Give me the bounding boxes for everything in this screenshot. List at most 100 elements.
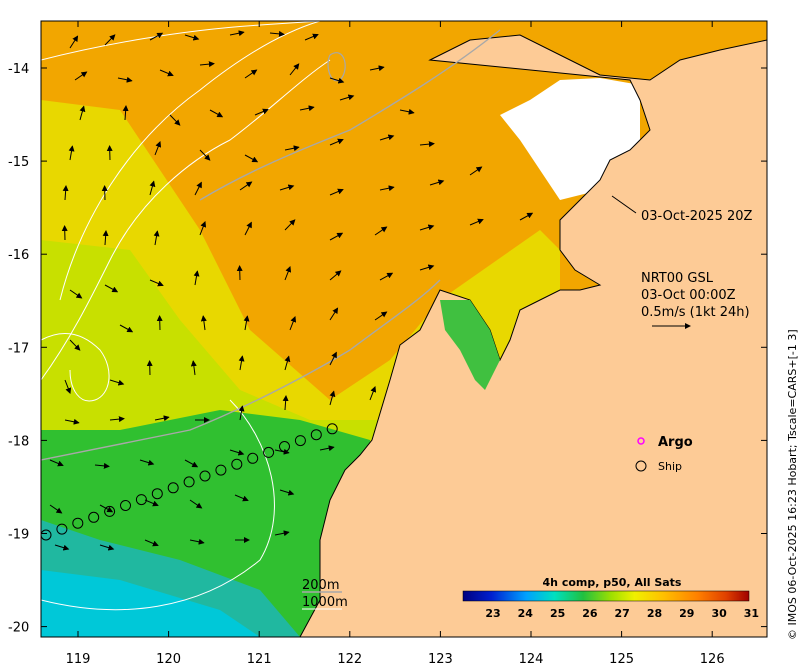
current-arrow bbox=[144, 499, 159, 507]
lat-tick-label: -19 bbox=[8, 528, 29, 543]
current-arrow bbox=[117, 76, 133, 83]
current-arrow bbox=[519, 212, 534, 221]
current-arrow bbox=[304, 33, 319, 41]
ship-position-marker bbox=[326, 423, 338, 435]
map-frame bbox=[40, 20, 768, 638]
current-arrow bbox=[154, 141, 162, 156]
ship-position-marker bbox=[247, 452, 259, 464]
current-arrow bbox=[68, 145, 75, 161]
lat-tick-label: -14 bbox=[8, 62, 29, 77]
current-arrow bbox=[329, 188, 344, 196]
current-arrow bbox=[229, 30, 245, 37]
current-arrow bbox=[329, 307, 339, 321]
current-arrow bbox=[149, 279, 164, 287]
eddy-contour bbox=[41, 332, 110, 402]
sst-time-pointer bbox=[611, 195, 637, 214]
lat-tick-label: -16 bbox=[8, 248, 29, 263]
sst-time-label: 03-Oct-2025 20Z bbox=[641, 209, 753, 224]
ship-position-marker bbox=[310, 429, 322, 441]
current-arrow bbox=[399, 108, 415, 115]
current-arrow bbox=[379, 185, 395, 192]
current-arrow bbox=[199, 149, 211, 161]
current-arrow bbox=[419, 264, 435, 271]
current-arrow bbox=[69, 35, 79, 49]
lat-tick-label: -17 bbox=[8, 341, 29, 356]
lon-axis: 119 120 121 122 123 124 125 126 bbox=[66, 21, 725, 667]
bathy-contour-mid bbox=[41, 59, 331, 381]
current-arrow bbox=[184, 459, 199, 468]
current-arrow bbox=[189, 499, 203, 509]
current-arrow bbox=[269, 30, 285, 37]
lon-tick-label: 126 bbox=[700, 652, 725, 667]
ship-position-marker bbox=[167, 482, 179, 494]
current-arrow bbox=[189, 538, 205, 545]
current-arrow bbox=[139, 459, 155, 466]
current-arrow bbox=[74, 71, 88, 81]
ship-position-marker bbox=[135, 494, 147, 506]
ship-position-marker bbox=[231, 458, 243, 470]
lon-tick-label: 123 bbox=[428, 652, 453, 667]
current-arrow bbox=[149, 180, 156, 196]
ship-position-marker bbox=[183, 476, 195, 488]
current-arrow bbox=[69, 289, 83, 299]
current-arrow bbox=[379, 134, 395, 141]
colorbar-tick-label: 27 bbox=[615, 607, 630, 620]
current-arrow bbox=[238, 405, 245, 421]
current-scale-label: 0.5m/s (1kt 24h) bbox=[641, 305, 750, 320]
lat-axis: -14 -15 -16 -17 -18 -19 -20 bbox=[8, 62, 767, 636]
current-arrow bbox=[229, 449, 245, 456]
current-arrow bbox=[119, 324, 134, 333]
current-arrow bbox=[190, 360, 197, 376]
lat-tick-label: -20 bbox=[8, 621, 29, 636]
current-arrow bbox=[419, 224, 435, 231]
current-arrow bbox=[109, 416, 125, 423]
current-arrow bbox=[99, 544, 115, 551]
current-arrow bbox=[244, 154, 259, 163]
current-arrow bbox=[144, 539, 159, 547]
current-arrow bbox=[429, 179, 445, 186]
ship-position-marker bbox=[56, 523, 68, 535]
colorbar bbox=[462, 590, 750, 602]
current-arrow bbox=[69, 339, 81, 351]
current-arrow bbox=[243, 315, 250, 331]
current-arrow bbox=[289, 63, 300, 76]
current-arrow bbox=[159, 69, 174, 77]
lon-tick-label: 124 bbox=[519, 652, 544, 667]
current-arrow bbox=[419, 141, 435, 148]
ship-position-marker bbox=[215, 464, 227, 476]
current-arrow bbox=[279, 184, 295, 191]
current-arrow bbox=[209, 109, 224, 118]
current-arrow bbox=[200, 315, 207, 331]
ship-position-marker bbox=[41, 529, 52, 541]
current-arrow bbox=[199, 221, 207, 236]
current-arrow bbox=[169, 114, 181, 126]
ship-track bbox=[41, 423, 338, 541]
current-arrow bbox=[284, 266, 292, 281]
current-arrow bbox=[122, 105, 129, 121]
lon-tick-label: 121 bbox=[247, 652, 272, 667]
current-arrow bbox=[149, 32, 164, 41]
lon-tick-label: 120 bbox=[156, 652, 181, 667]
current-arrow bbox=[329, 77, 345, 84]
current-arrow bbox=[374, 226, 388, 236]
bathy-1000-label: 1000m bbox=[302, 595, 348, 610]
current-arrow bbox=[193, 270, 200, 286]
current-arrow bbox=[279, 489, 295, 496]
current-arrow bbox=[244, 69, 258, 79]
current-arrow bbox=[234, 494, 249, 502]
current-arrow bbox=[254, 108, 269, 116]
current-arrow bbox=[94, 462, 110, 469]
ship-position-marker bbox=[279, 441, 290, 452]
current-arrow bbox=[379, 272, 394, 281]
current-arrow bbox=[369, 65, 385, 72]
current-arrow bbox=[289, 316, 297, 331]
current-arrow bbox=[282, 395, 289, 411]
ship-legend-label: Ship bbox=[658, 460, 682, 473]
current-arrow bbox=[102, 230, 109, 246]
ship-position-marker bbox=[88, 511, 100, 523]
colorbar-tick-label: 24 bbox=[518, 607, 534, 620]
current-arrow bbox=[104, 284, 119, 293]
current-arrow bbox=[319, 445, 335, 452]
ship-position-marker bbox=[72, 517, 84, 529]
current-arrow bbox=[329, 270, 342, 281]
